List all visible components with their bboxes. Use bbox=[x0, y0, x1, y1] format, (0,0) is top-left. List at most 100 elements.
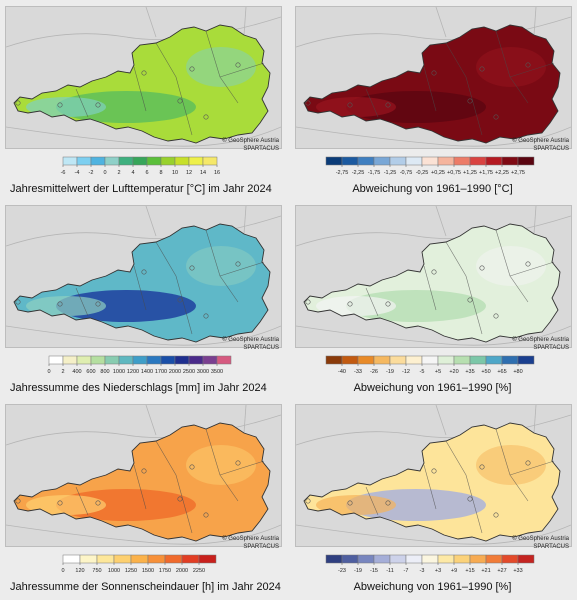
city-marker bbox=[493, 313, 499, 319]
city-marker bbox=[525, 62, 531, 68]
panel-sunshine-deviation: © GeoSphere Austria SPARTACUS -23 -19 -15 -11… bbox=[292, 401, 573, 596]
city-marker bbox=[385, 301, 391, 307]
panel-sunshine-absolute: © GeoSphere Austria SPARTACUS 0 120 750 1000 1… bbox=[2, 401, 283, 596]
legend-swatch bbox=[188, 355, 204, 365]
city-marker bbox=[347, 500, 353, 506]
panel-caption: Abweichung von 1961–1990 [%] bbox=[353, 581, 512, 593]
panel-precipitation-deviation: © GeoSphere Austria SPARTACUS -40 -33 -26 -19… bbox=[292, 202, 573, 397]
legend-tick-label: 2250 bbox=[193, 568, 205, 574]
legend-swatch bbox=[48, 355, 64, 365]
legend-tick-label: +1,25 bbox=[463, 170, 477, 176]
legend-swatch bbox=[437, 156, 455, 166]
legend-tick-label: 1400 bbox=[141, 369, 153, 375]
legend-tick-label: -5 bbox=[420, 369, 425, 375]
legend-tick-label: +15 bbox=[465, 568, 474, 574]
city-marker bbox=[493, 512, 499, 518]
legend-tick-label: +5 bbox=[435, 369, 441, 375]
city-marker bbox=[305, 498, 311, 504]
legend-tick-label: -3 bbox=[420, 568, 425, 574]
legend-swatch bbox=[325, 554, 343, 564]
panel-caption: Abweichung von 1961–1990 [%] bbox=[353, 382, 512, 394]
legend-swatch bbox=[341, 554, 359, 564]
legend-swatch bbox=[96, 554, 115, 564]
legend-swatch bbox=[517, 554, 535, 564]
city-marker bbox=[305, 100, 311, 106]
city-marker bbox=[347, 301, 353, 307]
city-marker bbox=[493, 114, 499, 120]
legend-swatch bbox=[198, 554, 217, 564]
legend-swatch bbox=[469, 156, 487, 166]
legend-tick-label: -40 bbox=[338, 369, 346, 375]
legend-swatch bbox=[79, 554, 98, 564]
legend-tick-label: +0,75 bbox=[447, 170, 461, 176]
legend-tick-label: 16 bbox=[214, 170, 220, 176]
map-austria bbox=[295, 205, 572, 348]
map-austria bbox=[5, 6, 282, 149]
credit-spartacus: SPARTACUS bbox=[243, 146, 279, 152]
legend-swatch bbox=[453, 554, 471, 564]
legend-tick-label: 1200 bbox=[127, 369, 139, 375]
city-marker bbox=[15, 299, 21, 305]
city-marker bbox=[431, 70, 437, 76]
legend-swatch bbox=[76, 156, 92, 166]
credit-spartacus: SPARTACUS bbox=[533, 544, 569, 550]
legend-tick-label: 2 bbox=[117, 170, 120, 176]
legend-tick-label: +9 bbox=[451, 568, 457, 574]
city-marker bbox=[177, 496, 183, 502]
legend-tick-label: +21 bbox=[481, 568, 490, 574]
city-marker bbox=[385, 102, 391, 108]
city-marker bbox=[141, 70, 147, 76]
legend-tick-label: +35 bbox=[465, 369, 474, 375]
legend-swatch bbox=[118, 355, 134, 365]
panel-caption: Jahressumme der Sonnenscheindauer [h] im… bbox=[10, 581, 281, 593]
legend-swatch bbox=[453, 156, 471, 166]
city-marker bbox=[235, 261, 241, 267]
legend-tick-label: 1500 bbox=[142, 568, 154, 574]
legend-tick-label: -11 bbox=[386, 568, 394, 574]
legend-swatch bbox=[389, 156, 407, 166]
panel-temperature-deviation: © GeoSphere Austria SPARTACUS -2,75 -2,25 -1… bbox=[292, 3, 573, 198]
legend-tick-label: +27 bbox=[497, 568, 506, 574]
legend-swatch bbox=[517, 355, 535, 365]
legend-swatch bbox=[421, 355, 439, 365]
color-legend: 0 120 750 1000 1250 1500 1750 2000 2250 bbox=[61, 554, 217, 575]
legend-swatch bbox=[113, 554, 132, 564]
legend-swatch bbox=[517, 156, 535, 166]
legend-tick-label: +3 bbox=[435, 568, 441, 574]
legend-tick-label: +0,25 bbox=[431, 170, 445, 176]
legend-swatch bbox=[357, 156, 375, 166]
credit-geosphere: © GeoSphere Austria bbox=[512, 138, 569, 144]
legend-swatch bbox=[389, 554, 407, 564]
credit-spartacus: SPARTACUS bbox=[243, 345, 279, 351]
color-legend: -23 -19 -15 -11 -7 -3 +3 +9 +15 +21 +27 +33 bbox=[325, 554, 535, 575]
legend-swatch bbox=[469, 554, 487, 564]
legend-tick-label: 4 bbox=[131, 170, 134, 176]
legend-tick-label: -2,25 bbox=[352, 170, 365, 176]
color-legend: -6 -4 -2 0 2 4 6 8 10 12 14 16 bbox=[61, 156, 220, 177]
legend-tick-label: -23 bbox=[338, 568, 346, 574]
legend-tick-label: 400 bbox=[72, 369, 81, 375]
map-austria bbox=[5, 404, 282, 547]
panel-precipitation-absolute: © GeoSphere Austria SPARTACUS 0 2 400 600 800 1… bbox=[2, 202, 283, 397]
legend-tick-label: 1250 bbox=[125, 568, 137, 574]
city-marker bbox=[431, 269, 437, 275]
city-marker bbox=[189, 66, 195, 72]
map-austria bbox=[5, 205, 282, 348]
legend-tick-label: -12 bbox=[402, 369, 410, 375]
city-marker bbox=[203, 114, 209, 120]
legend-tick-label: 1700 bbox=[155, 369, 167, 375]
legend-tick-label: -0,25 bbox=[416, 170, 429, 176]
legend-tick-label: +2,75 bbox=[511, 170, 525, 176]
legend-swatch bbox=[357, 355, 375, 365]
legend-tick-label: -7 bbox=[404, 568, 409, 574]
legend-tick-label: 120 bbox=[75, 568, 84, 574]
legend-swatch bbox=[341, 156, 359, 166]
legend-tick-label: 1000 bbox=[108, 568, 120, 574]
credit-spartacus: SPARTACUS bbox=[533, 146, 569, 152]
legend-tick-label: 0 bbox=[61, 568, 64, 574]
legend-swatch bbox=[90, 355, 106, 365]
city-marker bbox=[467, 496, 473, 502]
legend-swatch bbox=[62, 355, 78, 365]
city-marker bbox=[431, 468, 437, 474]
legend-tick-label: -26 bbox=[370, 369, 378, 375]
